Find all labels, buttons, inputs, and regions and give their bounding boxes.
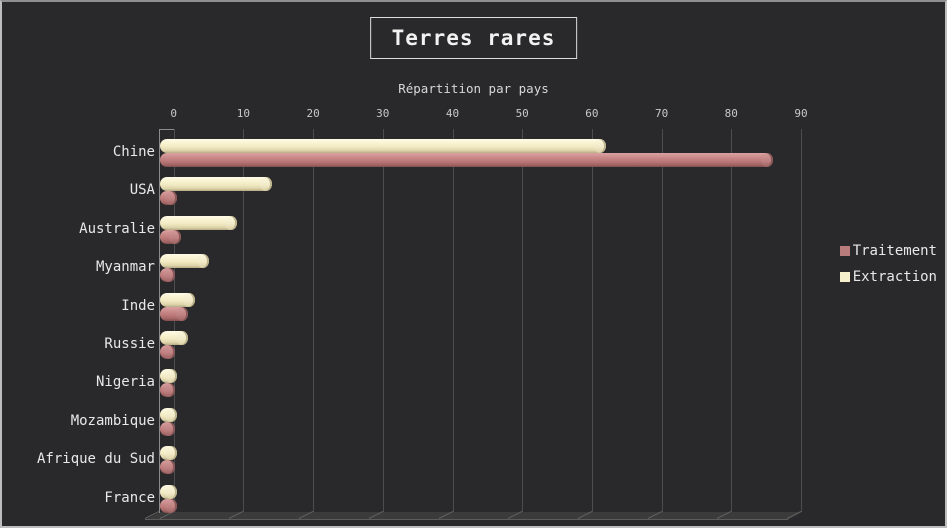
bar-extraction-chine (160, 139, 607, 153)
bar-traitement-nigeria (160, 383, 176, 398)
bar-extraction-mozambique (160, 407, 179, 422)
legend-swatch-extraction-icon (839, 271, 850, 282)
x-tick-label-0: 0 (170, 107, 177, 120)
bar-extraction-afrique-du-sud (160, 446, 179, 461)
chart-floor (145, 512, 802, 520)
bar-extraction-inde (160, 292, 195, 307)
legend-label-extraction: Extraction (852, 268, 937, 285)
category-label-usa: USA (129, 182, 155, 199)
category-label-chine: Chine (112, 144, 155, 160)
bar-traitement-chine (160, 153, 774, 167)
bar-traitement-inde (160, 306, 188, 321)
gridline-30 (382, 129, 384, 512)
x-tick-label-90: 90 (794, 107, 808, 120)
gridline-90 (801, 129, 802, 512)
legend-item-extraction: Extraction (839, 268, 937, 285)
bar-traitement-australie (160, 229, 181, 244)
category-label-mozambique: Mozambique (70, 412, 155, 429)
gridline-20 (313, 129, 315, 512)
chart-title: Terres rares (391, 26, 556, 50)
gridline-60 (591, 129, 593, 512)
y-axis-line (159, 129, 160, 513)
bar-extraction-usa (160, 177, 272, 192)
x-tick-label-50: 50 (515, 107, 529, 120)
gridline-10 (243, 129, 245, 512)
y-axis-top-edge (159, 129, 174, 130)
legend-item-traitement: Traitement (839, 242, 937, 259)
category-label-russie: Russie (104, 336, 155, 352)
bar-extraction-myanmar (160, 254, 209, 269)
legend-label-traitement: Traitement (852, 242, 937, 259)
x-tick-label-40: 40 (445, 107, 460, 120)
title-box: Terres rares (369, 17, 578, 59)
bar-extraction-france (160, 484, 179, 499)
gridline-40 (452, 129, 454, 512)
gridline-80 (731, 129, 733, 512)
chart-subtitle: Répartition par pays (398, 81, 549, 96)
x-tick-label-70: 70 (654, 107, 669, 120)
category-label-france: France (104, 489, 155, 506)
category-label-nigeria: Nigeria (95, 374, 155, 391)
x-tick-label-10: 10 (236, 107, 251, 120)
chart-floor-front-edge (145, 519, 788, 520)
x-tick-label-80: 80 (724, 107, 738, 120)
gridline-70 (661, 129, 663, 512)
bar-traitement-afrique-du-sud (160, 460, 176, 475)
bar-traitement-mozambique (160, 421, 176, 436)
category-label-afrique-du-sud: Afrique du Sud (36, 451, 155, 468)
x-tick-label-30: 30 (376, 107, 390, 120)
legend-swatch-traitement-icon (839, 245, 850, 256)
x-tick-label-60: 60 (585, 107, 599, 120)
bar-extraction-russie (160, 331, 188, 345)
x-tick-label-20: 20 (306, 107, 320, 120)
bar-extraction-australie (160, 215, 237, 230)
gridline-50 (522, 129, 524, 512)
bar-traitement-usa (160, 191, 179, 206)
category-label-australie: Australie (79, 220, 155, 237)
category-label-inde: Inde (121, 297, 155, 314)
category-label-myanmar: Myanmar (95, 259, 155, 276)
bar-traitement-russie (160, 345, 176, 359)
legend: Traitement Extraction (839, 242, 937, 294)
bar-traitement-myanmar (160, 268, 176, 283)
bar-traitement-france (160, 498, 179, 513)
bar-extraction-nigeria (160, 369, 179, 384)
